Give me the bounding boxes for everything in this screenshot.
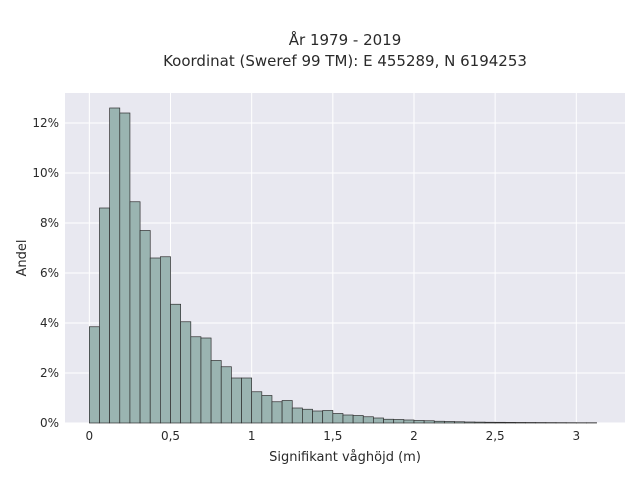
histogram-bar xyxy=(332,413,344,424)
histogram-bar xyxy=(454,421,466,424)
y-tick-label: 10% xyxy=(32,166,59,180)
histogram-bar xyxy=(362,416,374,424)
histogram-bar xyxy=(220,366,232,424)
histogram-bar xyxy=(291,407,303,424)
histogram-bar xyxy=(423,420,435,424)
x-tick-label: 0,5 xyxy=(161,429,180,443)
histogram-bar xyxy=(160,256,171,424)
histogram-bar xyxy=(139,230,151,424)
histogram-bar xyxy=(119,112,131,424)
histogram-bar xyxy=(373,417,384,424)
histogram-bar xyxy=(515,422,526,424)
x-tick-label: 1 xyxy=(248,429,256,443)
histogram-bar xyxy=(484,421,496,424)
x-tick-label: 0 xyxy=(86,429,94,443)
histogram-bar xyxy=(261,395,273,424)
histogram-bar xyxy=(474,421,486,424)
x-axis-label: Signifikant våghöjd (m) xyxy=(269,450,421,465)
histogram-bar xyxy=(342,414,354,424)
y-tick-label: 6% xyxy=(40,266,59,280)
histogram-bar xyxy=(464,421,476,424)
histogram-bar xyxy=(88,326,100,424)
histogram-bar xyxy=(210,360,222,424)
histogram-bar xyxy=(241,377,253,424)
histogram-bar xyxy=(525,422,537,424)
x-tick-label: 2 xyxy=(410,429,418,443)
histogram-bar xyxy=(352,415,364,424)
histogram-bar xyxy=(444,421,455,424)
y-tick-label: 4% xyxy=(40,316,59,330)
tick-labels: 0 0,5 1 1,5 2 2,5 3 0% 2% 4% 6% 8% 10% 12% xyxy=(32,116,580,443)
histogram-bar xyxy=(251,391,263,424)
histogram-bar xyxy=(504,422,516,424)
histogram-bars xyxy=(88,107,597,424)
histogram-bar xyxy=(302,408,313,424)
histogram-bar xyxy=(322,410,334,424)
histogram-bar xyxy=(190,336,202,424)
histogram-bar xyxy=(200,337,212,424)
y-axis-label: Andel xyxy=(15,240,30,277)
histogram-bar xyxy=(494,421,506,424)
x-tick-label: 3 xyxy=(572,429,580,443)
histogram-bar xyxy=(403,419,415,424)
histogram-bar xyxy=(281,400,293,424)
histogram-bar xyxy=(180,321,192,424)
histogram-bar xyxy=(231,377,242,424)
histogram-bar xyxy=(149,257,161,424)
chart-title-line2: Koordinat (Sweref 99 TM): E 455289, N 61… xyxy=(163,52,527,70)
chart-title-line1: År 1979 - 2019 xyxy=(289,30,402,49)
histogram-bar xyxy=(413,420,425,424)
histogram-bar xyxy=(109,107,121,424)
histogram-bar xyxy=(312,410,324,424)
histogram-bar xyxy=(170,303,182,424)
x-tick-label: 2,5 xyxy=(486,429,505,443)
histogram-bar xyxy=(99,207,110,424)
histogram-bar xyxy=(129,201,141,424)
y-tick-label: 2% xyxy=(40,366,59,380)
histogram-bar xyxy=(383,418,395,424)
histogram-bar xyxy=(433,420,445,424)
x-tick-label: 1,5 xyxy=(323,429,342,443)
y-tick-label: 0% xyxy=(40,416,59,430)
histogram-bar xyxy=(271,401,283,424)
histogram-bar xyxy=(393,419,405,424)
y-tick-label: 8% xyxy=(40,216,59,230)
y-tick-label: 12% xyxy=(32,116,59,130)
